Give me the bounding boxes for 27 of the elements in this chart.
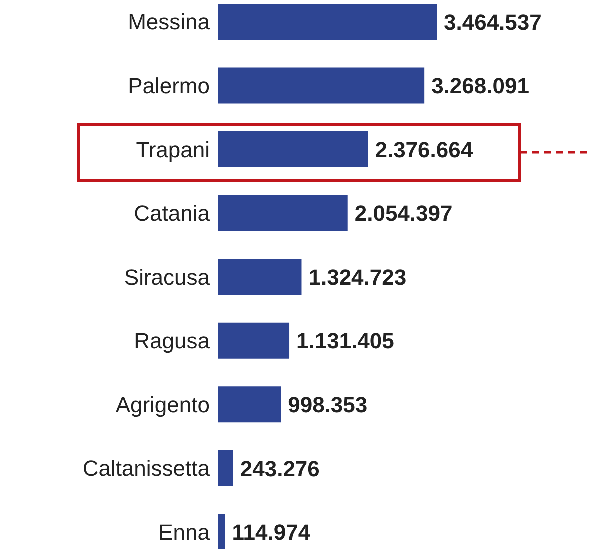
data-label: 998.353 xyxy=(288,392,368,418)
data-label: 2.054.397 xyxy=(354,201,453,226)
y-tick-label: Caltanissetta xyxy=(82,456,211,482)
bar xyxy=(218,68,425,104)
y-tick-label: Siracusa xyxy=(124,264,211,290)
y-tick-label: Palermo xyxy=(128,73,210,98)
bar xyxy=(218,4,437,40)
y-tick-label: Ragusa xyxy=(134,328,211,354)
data-label: 3.268.091 xyxy=(432,74,530,99)
data-label: 1.324.723 xyxy=(308,264,407,290)
data-label: 243.276 xyxy=(240,456,320,482)
y-tick-label: Trapani xyxy=(136,137,210,162)
y-tick-label: Agrigento xyxy=(116,392,210,418)
data-label: 114.974 xyxy=(232,520,312,546)
bar xyxy=(218,386,282,423)
data-label: 3.464.537 xyxy=(444,10,542,35)
data-label: 2.376.664 xyxy=(375,137,474,162)
y-tick-label: Catania xyxy=(134,201,211,226)
y-tick-label: Enna xyxy=(158,520,211,545)
bar xyxy=(218,450,234,486)
bar xyxy=(218,132,368,168)
y-tick-label: Messina xyxy=(128,10,211,35)
data-label: 1.131.405 xyxy=(296,328,394,354)
bar xyxy=(218,259,302,296)
bar xyxy=(218,322,290,359)
bar xyxy=(218,514,226,549)
bar xyxy=(218,195,348,232)
